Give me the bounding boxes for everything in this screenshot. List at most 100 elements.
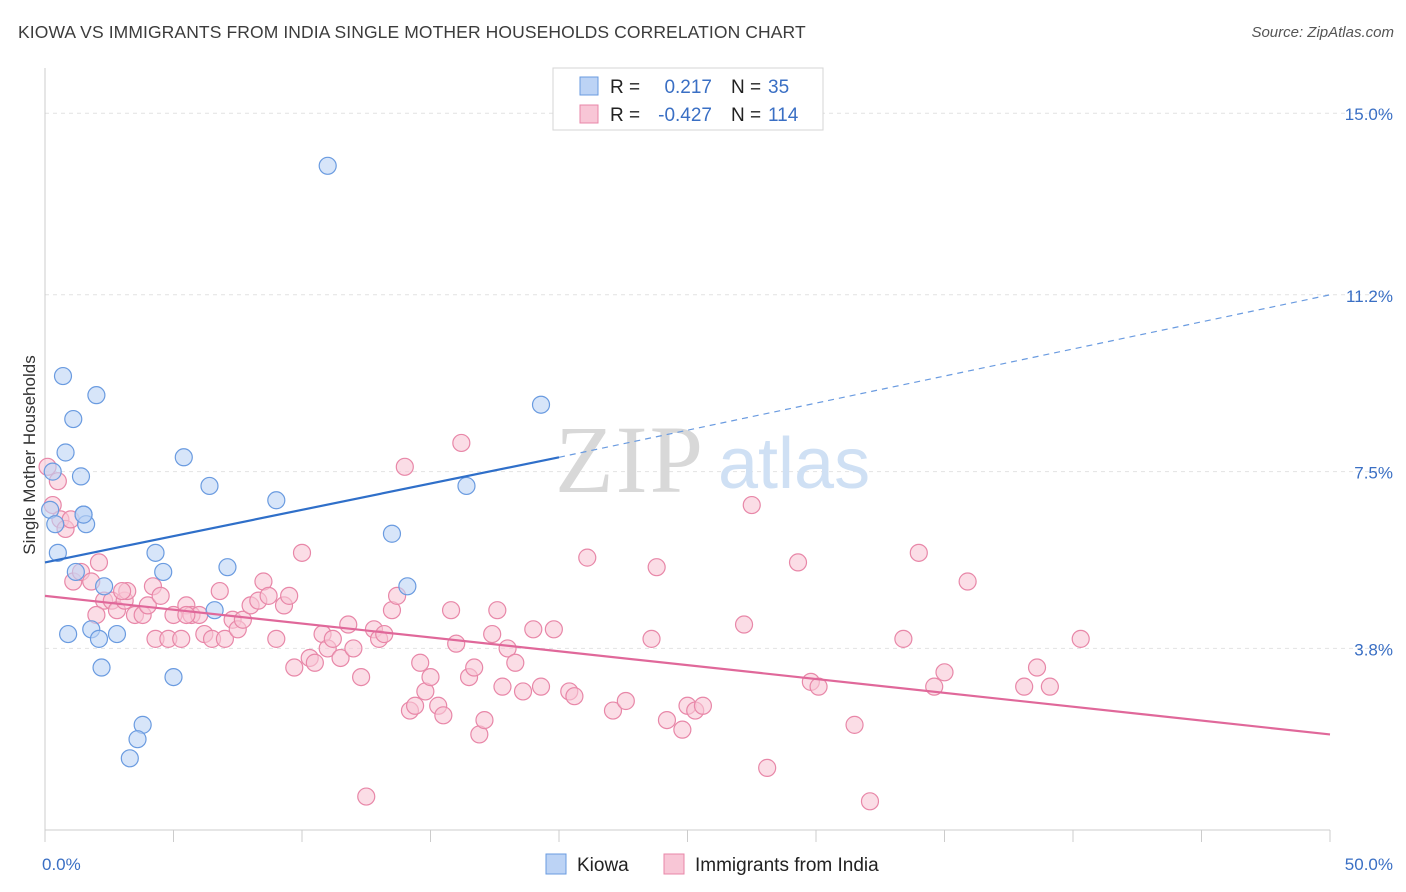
point-1-27 bbox=[210, 581, 229, 601]
point-1-46 bbox=[331, 648, 350, 668]
point-0-21 bbox=[146, 543, 165, 562]
point-1-18 bbox=[151, 586, 170, 605]
point-0-7 bbox=[64, 409, 83, 429]
point-0-32 bbox=[457, 476, 476, 496]
point-1-65 bbox=[447, 634, 466, 653]
point-1-61 bbox=[421, 667, 440, 687]
point-0-5 bbox=[56, 443, 75, 462]
bottom-legend-swatch-1 bbox=[663, 853, 685, 875]
point-1-68 bbox=[465, 658, 484, 677]
point-1-40 bbox=[292, 543, 312, 562]
point-1-73 bbox=[493, 677, 512, 696]
point-0-16 bbox=[95, 577, 114, 596]
source-label: Source: ZipAtlas.com bbox=[1251, 24, 1394, 41]
point-1-28 bbox=[215, 629, 234, 648]
grid-lines bbox=[45, 112, 1390, 649]
point-1-85 bbox=[642, 629, 661, 648]
point-1-112 bbox=[112, 581, 132, 601]
series-kiowa bbox=[41, 156, 551, 768]
legend-n-label-0: N = bbox=[731, 77, 761, 98]
point-1-72 bbox=[488, 601, 507, 620]
point-1-103 bbox=[935, 663, 954, 682]
watermark: ZIP atlas bbox=[555, 406, 870, 513]
point-1-101 bbox=[909, 543, 928, 562]
y-tick-label-0: 3.8% bbox=[1354, 640, 1393, 659]
point-0-2 bbox=[46, 515, 65, 534]
point-1-58 bbox=[405, 696, 425, 715]
point-0-29 bbox=[318, 156, 337, 175]
point-1-50 bbox=[357, 787, 376, 806]
point-0-17 bbox=[107, 624, 127, 644]
point-1-77 bbox=[524, 620, 543, 639]
point-1-56 bbox=[395, 457, 414, 476]
point-0-13 bbox=[87, 386, 106, 405]
point-1-78 bbox=[531, 677, 551, 696]
point-0-6 bbox=[59, 624, 78, 644]
legend-swatch-0 bbox=[579, 76, 599, 96]
point-1-107 bbox=[1040, 677, 1059, 696]
x-tick-label-1: 50.0% bbox=[1345, 855, 1393, 874]
point-1-86 bbox=[647, 558, 666, 577]
legend-r-label-1: R = bbox=[610, 105, 640, 126]
point-0-14 bbox=[89, 629, 109, 648]
point-1-36 bbox=[267, 629, 286, 648]
point-1-105 bbox=[1015, 677, 1034, 696]
tick-labels: 3.8% 7.5% 11.2% 15.0% 0.0% 50.0% bbox=[42, 105, 1393, 874]
point-1-100 bbox=[894, 629, 913, 648]
point-1-45 bbox=[323, 629, 342, 648]
point-1-93 bbox=[742, 495, 761, 515]
point-1-94 bbox=[758, 758, 777, 777]
legend-n-value-1: 114 bbox=[768, 105, 799, 126]
point-0-31 bbox=[398, 577, 417, 596]
legend-r-value-0: 0.217 bbox=[664, 77, 712, 98]
point-0-24 bbox=[174, 448, 193, 467]
point-1-66 bbox=[452, 433, 471, 453]
point-1-63 bbox=[434, 706, 453, 725]
point-1-39 bbox=[285, 658, 304, 677]
trend-line-immigrants-from-india bbox=[44, 594, 1331, 736]
point-0-3 bbox=[48, 543, 67, 562]
point-0-9 bbox=[71, 467, 91, 486]
point-0-27 bbox=[218, 558, 237, 577]
point-1-84 bbox=[616, 691, 635, 711]
trend-line-kiowa bbox=[44, 456, 560, 564]
point-1-83 bbox=[603, 701, 623, 720]
point-1-64 bbox=[441, 601, 461, 620]
bottom-legend-swatch-0 bbox=[545, 853, 567, 875]
point-0-30 bbox=[382, 524, 402, 543]
y-tick-label-2: 11.2% bbox=[1346, 287, 1393, 306]
correlation-legend: R = 0.217 N = 35 R = -0.427 N = 114 bbox=[552, 67, 824, 131]
point-1-21 bbox=[172, 629, 191, 648]
legend-n-label-1: N = bbox=[731, 105, 761, 126]
point-1-42 bbox=[305, 653, 324, 672]
point-0-22 bbox=[154, 562, 173, 582]
point-1-88 bbox=[673, 720, 692, 739]
point-1-74 bbox=[498, 639, 517, 658]
point-1-99 bbox=[860, 792, 880, 811]
point-1-95 bbox=[788, 553, 808, 572]
point-0-33 bbox=[531, 395, 551, 414]
point-1-104 bbox=[958, 572, 977, 591]
point-0-1 bbox=[43, 462, 62, 481]
chart-title: KIOWA VS IMMIGRANTS FROM INDIA SINGLE MO… bbox=[18, 22, 806, 42]
point-1-108 bbox=[1071, 629, 1090, 648]
legend-r-value-1: -0.427 bbox=[658, 105, 712, 126]
point-1-7 bbox=[89, 553, 109, 572]
point-1-48 bbox=[344, 639, 363, 658]
point-1-113 bbox=[177, 605, 196, 625]
series-immigrants-from-india bbox=[38, 433, 1090, 811]
point-1-79 bbox=[544, 620, 563, 639]
point-1-98 bbox=[845, 715, 864, 734]
axes bbox=[44, 68, 1331, 842]
y-tick-label-1: 7.5% bbox=[1354, 464, 1393, 483]
point-1-35 bbox=[259, 586, 278, 605]
point-0-15 bbox=[92, 658, 111, 677]
point-0-25 bbox=[200, 476, 219, 496]
y-axis-title: Single Mother Households bbox=[20, 355, 39, 554]
point-0-34 bbox=[74, 505, 93, 524]
point-0-28 bbox=[267, 491, 286, 510]
series-legend: Kiowa Immigrants from India bbox=[545, 853, 879, 876]
point-0-19 bbox=[128, 730, 147, 749]
watermark-zip: ZIP bbox=[555, 406, 705, 513]
